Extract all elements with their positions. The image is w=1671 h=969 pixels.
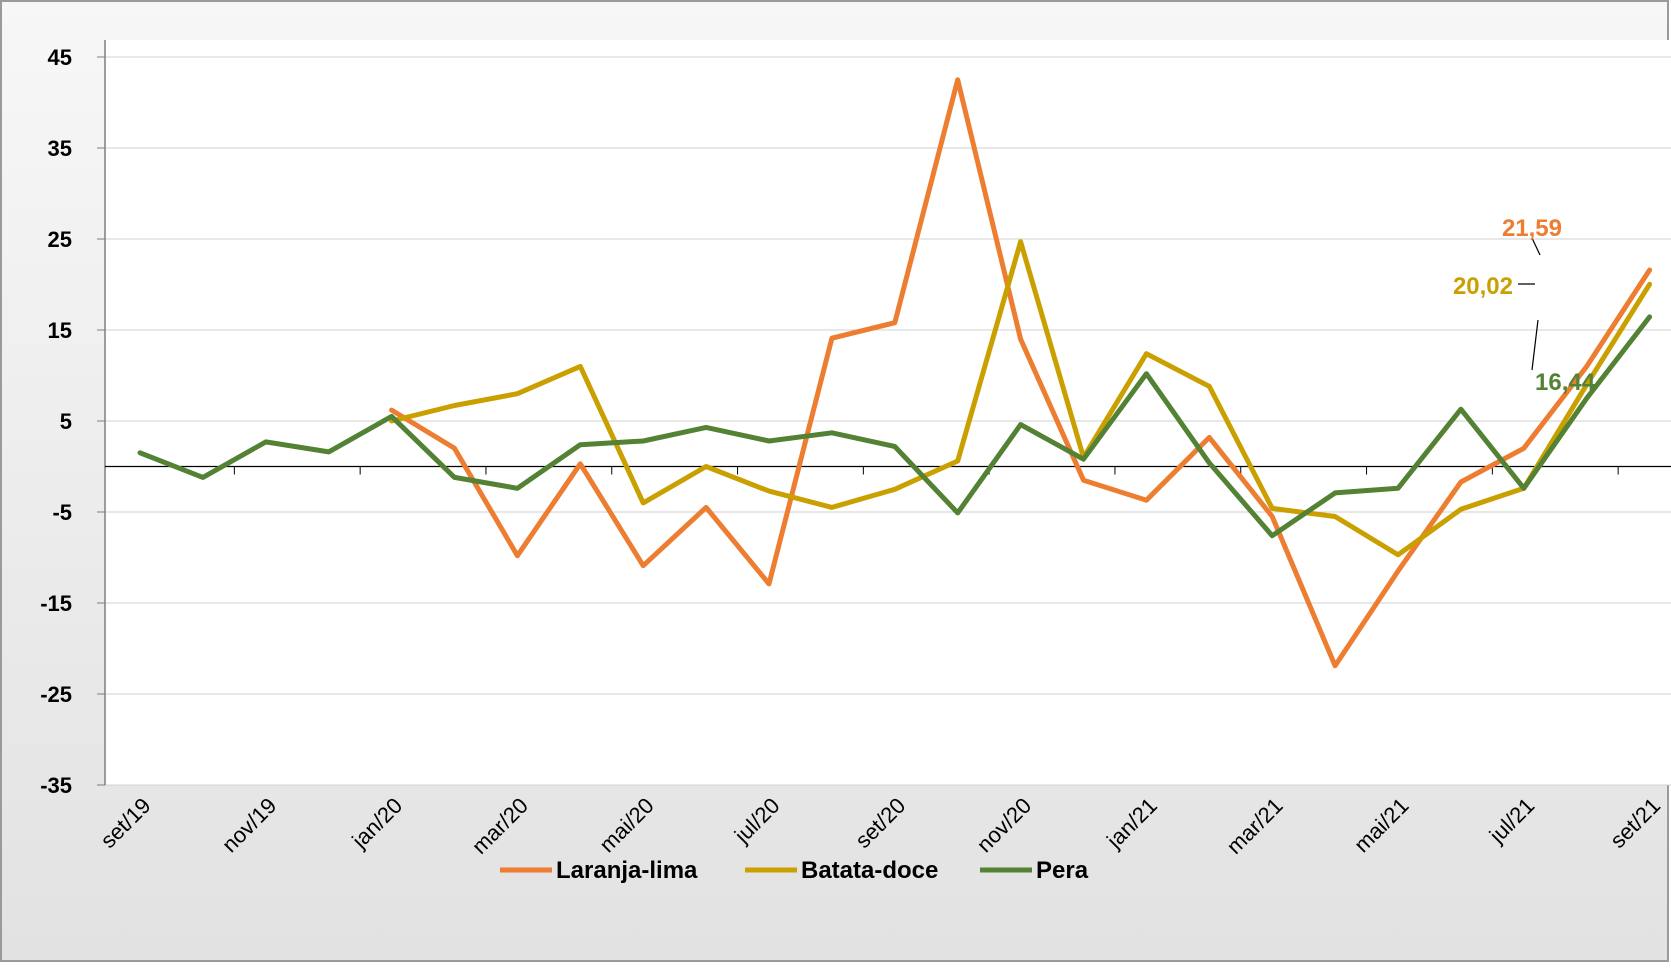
legend: Laranja-lima Batata-doce Pera: [500, 857, 1089, 884]
y-tick-label: 5: [60, 409, 72, 434]
y-tick-label: 15: [48, 318, 72, 343]
leader-line-pera: [1531, 319, 1539, 371]
y-tick-label: 35: [48, 136, 72, 161]
series-line-laranja-lima: [389, 77, 1653, 669]
series-line-pera: [137, 314, 1653, 539]
y-tick-label: -35: [40, 773, 72, 798]
y-tick-label: 25: [48, 227, 72, 252]
legend-label-pera: Pera: [1036, 857, 1089, 884]
series-line-batata-doce: [389, 239, 1653, 558]
leader-line-laranja-lima: [1531, 237, 1541, 256]
series-lines: [137, 77, 1653, 669]
y-tick-label: 45: [48, 45, 72, 70]
y-tick-label: -25: [40, 682, 72, 707]
plot-area: [105, 40, 1670, 785]
data-label-pera: 16,44: [1535, 369, 1596, 396]
y-tick-label: -15: [40, 591, 72, 616]
grid-lines: [105, 56, 1671, 786]
legend-label-batata-doce: Batata-doce: [801, 857, 938, 884]
data-labels: 21,59 20,02 16,44: [1453, 215, 1596, 396]
data-label-laranja-lima: 21,59: [1502, 215, 1562, 242]
legend-label-laranja-lima: Laranja-lima: [556, 857, 698, 884]
y-tick-label: -5: [52, 500, 72, 525]
data-label-batata-doce: 20,02: [1453, 273, 1513, 300]
